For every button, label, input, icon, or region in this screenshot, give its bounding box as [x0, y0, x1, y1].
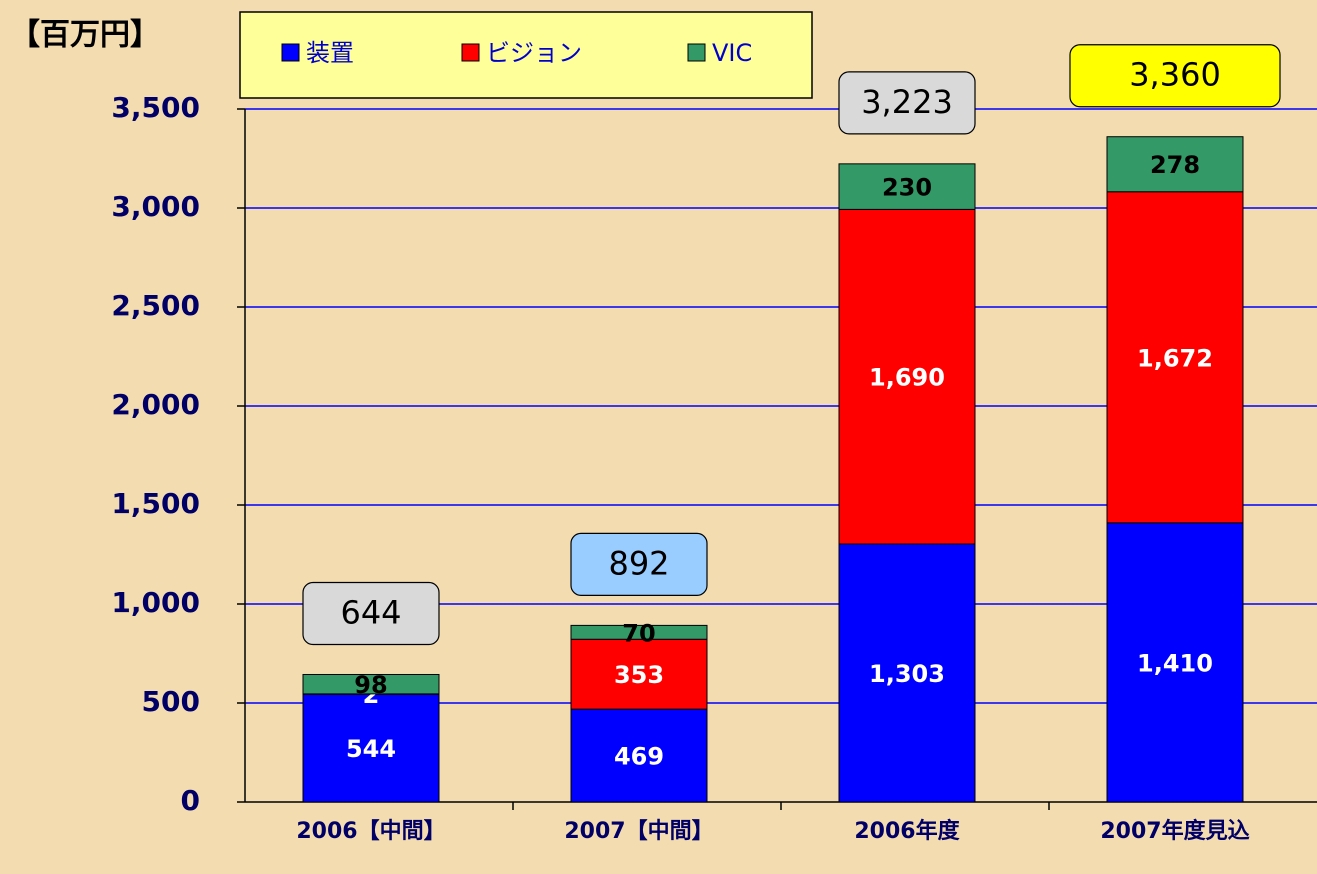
legend-swatch: [281, 43, 300, 62]
data-label: 1,303: [869, 660, 945, 688]
data-label: 278: [1150, 151, 1200, 179]
y-tick-label: 1,500: [111, 487, 200, 520]
y-tick-label: 3,500: [111, 91, 200, 124]
bar-segment: [838, 163, 976, 210]
data-label: 230: [882, 174, 932, 202]
bar-segment: [570, 624, 708, 640]
legend-swatch: [687, 43, 706, 62]
data-label: 469: [614, 743, 664, 771]
x-tick-label: 2006【中間】: [296, 819, 445, 844]
legend-swatch: [461, 43, 480, 62]
legend-label: VIC: [712, 39, 752, 67]
total-box: [570, 532, 708, 596]
legend-box: [239, 11, 813, 99]
x-tick-label: 2007年度見込: [1100, 818, 1249, 844]
bar-segment: [1106, 136, 1244, 193]
total-label: 892: [608, 544, 669, 582]
total-label: 3,223: [861, 83, 953, 121]
total-box: [302, 581, 440, 646]
unit-label: 【百万円】: [10, 18, 160, 53]
y-tick-label: 1,000: [111, 586, 200, 619]
data-label: 70: [622, 619, 655, 647]
data-label: 98: [354, 671, 387, 699]
y-tick-label: 0: [181, 784, 200, 817]
bar-segment: [302, 693, 440, 803]
bar-segment: [570, 638, 708, 710]
y-tick-label: 2,500: [111, 289, 200, 322]
bar-segment: [570, 708, 708, 803]
y-tick-label: 500: [142, 685, 200, 718]
total-box: [838, 71, 976, 135]
bar-segment: [1106, 522, 1244, 803]
data-label: 353: [614, 661, 664, 689]
y-tick-label: 3,000: [111, 190, 200, 223]
total-box: [1069, 44, 1281, 108]
bar-segment: [302, 673, 440, 695]
data-label: 1,672: [1137, 344, 1213, 372]
total-label: 644: [340, 593, 401, 631]
y-tick-label: 2,000: [111, 388, 200, 421]
bar-segment: [838, 208, 976, 545]
legend-label: 装置: [306, 39, 354, 67]
x-tick-label: 2007【中間】: [564, 819, 713, 844]
total-label: 3,360: [1129, 56, 1221, 94]
bar-segment: [838, 543, 976, 803]
data-label: 544: [346, 735, 396, 763]
legend-label: ビジョン: [486, 39, 582, 67]
data-label: 1,690: [869, 364, 945, 392]
data-label: 1,410: [1137, 649, 1213, 677]
bar-segment: [1106, 191, 1244, 524]
x-tick-label: 2006年度: [854, 818, 960, 844]
